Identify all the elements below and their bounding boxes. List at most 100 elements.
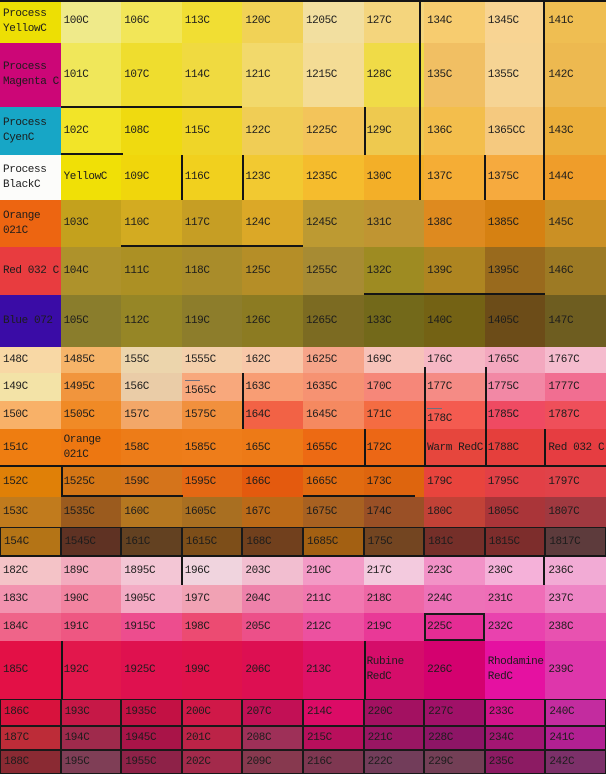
swatch-label: 1265C [305, 314, 337, 327]
swatch-label: 1955C [125, 755, 157, 768]
swatch-label: 204C [245, 592, 271, 605]
swatch-105c: 105C [60, 295, 122, 347]
swatch-147c: 147C [545, 295, 606, 347]
swatch-label: 189C [63, 564, 89, 577]
swatch-207c: 207C [242, 699, 303, 726]
swatch-label: 114C [184, 68, 210, 81]
swatch-101c: 101C [60, 43, 122, 107]
swatch-125c: 125C [242, 247, 303, 295]
swatch-process-yellowc: Process YellowC [0, 0, 61, 43]
swatch-warm-redc: Warm RedC [424, 429, 485, 467]
swatch-label: 150C [3, 408, 28, 421]
swatch-process-magenta-c: Process Magenta C [0, 43, 61, 107]
swatch-label: 228C [428, 731, 453, 744]
swatch-1255c: 1255C [302, 247, 364, 295]
swatch-label: 1405C [487, 314, 519, 327]
swatch-1777c: 1777C [545, 373, 606, 401]
swatch-137c: 137C [424, 155, 485, 200]
swatch-label: 194C [64, 731, 90, 744]
swatch-165c: 165C [242, 429, 303, 467]
swatch-label: 226C [427, 663, 452, 676]
swatch-label: 110C [124, 217, 149, 230]
swatch-140c: 140C [424, 295, 485, 347]
swatch-label: 153C [3, 505, 28, 518]
swatch-label: 1807C [548, 505, 580, 518]
swatch-label: 1225C [305, 124, 337, 137]
swatch-label: 1365CC [487, 124, 526, 137]
swatch-label: 1915C [124, 620, 156, 633]
swatch-241c: 241C [545, 726, 606, 750]
swatch-1245c: 1245C [302, 200, 364, 247]
swatch-150c: 150C [0, 401, 61, 429]
swatch-label: 135C [427, 68, 452, 81]
swatch-159c: 159C [121, 467, 182, 497]
swatch-label: 164C [245, 408, 271, 421]
swatch-label: 138C [427, 217, 452, 230]
swatch-175c: 175C [363, 527, 425, 557]
swatch-189c: 189C [60, 557, 122, 585]
swatch-1895c: 1895C [121, 557, 182, 585]
swatch-1485c: 1485C [60, 347, 122, 373]
swatch-label: 192C [63, 663, 89, 676]
swatch-188c: 188C [0, 750, 61, 774]
separator-line [364, 641, 366, 699]
separator-line [364, 293, 545, 295]
separator-line [242, 373, 244, 429]
swatch-label: 209C [246, 755, 272, 768]
swatch-128c: 128C [363, 43, 425, 107]
swatch-127c: 127C [363, 0, 425, 43]
swatch-226c: 226C [424, 641, 485, 699]
swatch-1685c: 1685C [302, 527, 364, 557]
swatch-label: 1935C [125, 706, 157, 719]
swatch-label: 1385C [487, 217, 519, 230]
swatch-104c: 104C [60, 247, 122, 295]
swatch-label: 117C [184, 217, 210, 230]
swatch-label: 120C [245, 15, 271, 28]
swatch-109c: 109C [121, 155, 182, 200]
swatch-148c: 148C [0, 347, 61, 373]
swatch-1805c: 1805C [484, 497, 546, 527]
swatch-176c: 176C [424, 347, 485, 373]
swatch-1215c: 1215C [302, 43, 364, 107]
swatch-label: 118C [184, 264, 210, 277]
swatch-label: 1797C [548, 475, 580, 488]
swatch-label: 188C [4, 755, 29, 768]
swatch-154c: 154C [0, 527, 61, 557]
swatch-115c: 115C [181, 107, 243, 155]
swatch-red-032-c: Red 032 C [0, 247, 61, 295]
swatch-151c: 151C [0, 429, 61, 467]
swatch-1797c: 1797C [545, 467, 606, 497]
swatch-1665c: 1665C [302, 467, 364, 497]
swatch-1945c: 1945C [121, 726, 182, 750]
swatch-1925c: 1925C [121, 641, 182, 699]
swatch-label: 123C [245, 171, 271, 184]
swatch-label: 147C [548, 314, 574, 327]
swatch-label: 1215C [305, 68, 337, 81]
swatch-label: 1565C [184, 385, 216, 398]
swatch-198c: 198C [181, 613, 243, 641]
swatch-144c: 144C [545, 155, 606, 200]
small-dash-mark [184, 380, 200, 381]
swatch-label: 113C [184, 15, 210, 28]
swatch-label: 127C [366, 15, 392, 28]
swatch-label: 134C [427, 15, 452, 28]
swatch-236c: 236C [545, 557, 606, 585]
swatch-label: 206C [245, 663, 271, 676]
swatch-124c: 124C [242, 200, 303, 247]
swatch-238c: 238C [545, 613, 606, 641]
swatch-red-032-c: Red 032 C [545, 429, 606, 467]
swatch-label: 220C [367, 706, 393, 719]
swatch-173c: 173C [363, 467, 425, 497]
swatch-row: 154C 1545C 161C 1615C 168C 1685C 175C 181C 1815C… [0, 527, 606, 557]
swatch-label: 217C [366, 564, 392, 577]
swatch-label: 242C [549, 755, 575, 768]
swatch-label: 140C [427, 314, 452, 327]
swatch-label: 1345C [487, 15, 519, 28]
swatch-label: 1785C [487, 408, 519, 421]
swatch-157c: 157C [121, 401, 182, 429]
swatch-blue-072: Blue 072 [0, 295, 61, 347]
swatch-label: 240C [549, 706, 575, 719]
swatch-194c: 194C [60, 726, 122, 750]
swatch-1817c: 1817C [545, 527, 606, 557]
swatch-208c: 208C [242, 726, 303, 750]
